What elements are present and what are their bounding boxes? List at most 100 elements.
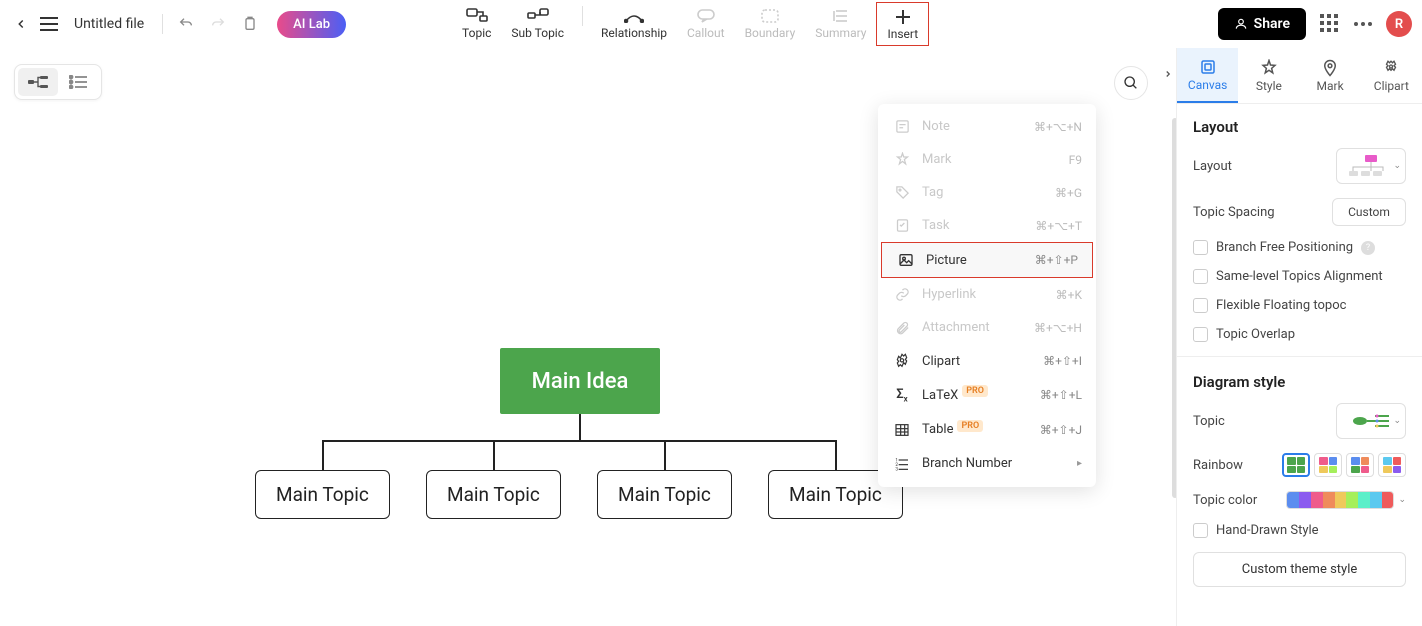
- menu-clipart[interactable]: Clipart ⌘+⇧+I: [878, 344, 1096, 378]
- callout-label: Callout: [687, 26, 725, 40]
- pro-badge: PRO: [957, 420, 983, 432]
- info-icon[interactable]: ?: [1361, 241, 1375, 255]
- diagram-style-title: Diagram style: [1193, 373, 1406, 391]
- latex-icon: Σx: [892, 387, 912, 404]
- user-avatar[interactable]: R: [1386, 11, 1412, 37]
- callout-button[interactable]: Callout: [677, 2, 735, 44]
- topic-node[interactable]: Main Topic: [426, 470, 561, 519]
- hand-drawn-checkbox[interactable]: [1193, 523, 1208, 538]
- back-button[interactable]: [10, 13, 32, 35]
- clipart-tab-icon: [1382, 59, 1400, 77]
- tag-icon: [892, 185, 912, 200]
- connector: [835, 440, 837, 470]
- menu-hyperlink[interactable]: Hyperlink ⌘+K: [878, 278, 1096, 311]
- summary-button[interactable]: Summary: [805, 2, 876, 44]
- insert-button[interactable]: Insert: [876, 2, 929, 46]
- rainbow-swatch-4[interactable]: [1378, 453, 1406, 477]
- menu-picture[interactable]: Picture ⌘+⇧+P: [881, 242, 1093, 278]
- rainbow-swatch-1[interactable]: [1282, 453, 1310, 477]
- menu-mark[interactable]: Mark F9: [878, 143, 1096, 176]
- note-icon: [892, 119, 912, 134]
- tab-canvas[interactable]: Canvas: [1177, 48, 1238, 103]
- clipboard-button[interactable]: [237, 11, 263, 37]
- menu-shortcut: F9: [1069, 153, 1082, 167]
- menu-shortcut: ⌘+⇧+L: [1040, 388, 1082, 402]
- menu-tag[interactable]: Tag ⌘+G: [878, 176, 1096, 209]
- layout-selector[interactable]: ⌄: [1336, 148, 1406, 184]
- menu-shortcut: ⌘+K: [1056, 288, 1082, 302]
- relationship-icon: [624, 6, 644, 26]
- menu-label: Picture: [926, 253, 967, 268]
- boundary-button[interactable]: Boundary: [735, 2, 806, 44]
- subtopic-button[interactable]: Sub Topic: [501, 2, 574, 44]
- topic-color-strip[interactable]: [1286, 491, 1394, 509]
- topbar-right: Share R: [1218, 8, 1412, 40]
- boundary-icon: [761, 6, 779, 26]
- menu-label: Mark: [922, 152, 951, 167]
- panel-body: Layout Layout ⌄ Topic Spacing Custom Bra…: [1177, 104, 1422, 626]
- layout-label: Layout: [1193, 159, 1232, 174]
- overlap-checkbox[interactable]: [1193, 327, 1208, 342]
- svg-text:3: 3: [895, 466, 898, 471]
- task-icon: [892, 218, 912, 233]
- canvas-tab-icon: [1199, 58, 1217, 76]
- menu-shortcut: ⌘+⇧+J: [1040, 423, 1082, 437]
- branch-free-checkbox[interactable]: [1193, 240, 1208, 255]
- divider: [162, 14, 163, 34]
- menu-branch-number[interactable]: 123 Branch Number ▸: [878, 447, 1096, 481]
- share-button[interactable]: Share: [1218, 8, 1306, 40]
- rainbow-swatch-3[interactable]: [1346, 453, 1374, 477]
- menu-label: Attachment: [922, 320, 990, 335]
- right-panel: Canvas Style Mark Clipart Layout Layout: [1176, 48, 1422, 626]
- topic-node[interactable]: Main Topic: [597, 470, 732, 519]
- same-level-checkbox[interactable]: [1193, 269, 1208, 284]
- main-idea-node[interactable]: Main Idea: [500, 348, 660, 414]
- menu-latex[interactable]: Σx LaTeX PRO ⌘+⇧+L: [878, 378, 1096, 413]
- insert-label: Insert: [887, 27, 918, 41]
- undo-button[interactable]: [173, 11, 199, 37]
- topic-style-selector[interactable]: ⌄: [1336, 403, 1406, 439]
- search-button[interactable]: [1114, 66, 1148, 100]
- redo-button[interactable]: [205, 11, 231, 37]
- tab-label: Canvas: [1188, 78, 1227, 92]
- ai-lab-button[interactable]: AI Lab: [277, 11, 346, 38]
- panel-tabs: Canvas Style Mark Clipart: [1177, 48, 1422, 104]
- topic-spacing-label: Topic Spacing: [1193, 205, 1275, 220]
- connector: [322, 440, 837, 442]
- menu-shortcut: ⌘+⇧+I: [1043, 354, 1082, 368]
- main-tool-group: Topic Sub Topic Relationship Callout Bou…: [452, 2, 929, 46]
- link-icon: [892, 287, 912, 302]
- tab-style[interactable]: Style: [1238, 48, 1299, 103]
- file-title[interactable]: Untitled file: [66, 16, 152, 32]
- menu-table[interactable]: Table PRO ⌘+⇧+J: [878, 413, 1096, 447]
- tab-clipart[interactable]: Clipart: [1361, 48, 1422, 103]
- more-menu[interactable]: [1354, 22, 1372, 26]
- mindmap-view-button[interactable]: [18, 68, 58, 96]
- boundary-label: Boundary: [745, 26, 796, 40]
- branch-free-label: Branch Free Positioning: [1216, 240, 1353, 255]
- menu-label: Table: [922, 422, 953, 437]
- rainbow-swatches: [1282, 453, 1406, 477]
- menu-attachment[interactable]: Attachment ⌘+⌥+H: [878, 311, 1096, 344]
- outline-view-button[interactable]: [58, 68, 98, 96]
- hamburger-menu[interactable]: [38, 13, 60, 35]
- menu-shortcut: ⌘+⇧+P: [1035, 253, 1078, 267]
- summary-icon: [833, 6, 849, 26]
- collapse-panel-button[interactable]: [1159, 60, 1177, 88]
- apps-grid-icon[interactable]: [1320, 14, 1340, 34]
- rainbow-swatch-2[interactable]: [1314, 453, 1342, 477]
- menu-note[interactable]: Note ⌘+⌥+N: [878, 110, 1096, 143]
- menu-label: Note: [922, 119, 950, 134]
- menu-task[interactable]: Task ⌘+⌥+T: [878, 209, 1096, 242]
- topic-node[interactable]: Main Topic: [255, 470, 390, 519]
- topic-spacing-value: Custom: [1348, 205, 1390, 219]
- topic-button[interactable]: Topic: [452, 2, 501, 44]
- hand-drawn-label: Hand-Drawn Style: [1216, 523, 1319, 538]
- top-toolbar: Untitled file AI Lab Topic Sub Topic Rel…: [0, 0, 1422, 48]
- custom-theme-button[interactable]: Custom theme style: [1193, 552, 1406, 587]
- topic-icon: [466, 6, 488, 26]
- topic-spacing-selector[interactable]: Custom: [1332, 198, 1406, 226]
- tab-mark[interactable]: Mark: [1300, 48, 1361, 103]
- flexible-checkbox[interactable]: [1193, 298, 1208, 313]
- relationship-button[interactable]: Relationship: [591, 2, 677, 44]
